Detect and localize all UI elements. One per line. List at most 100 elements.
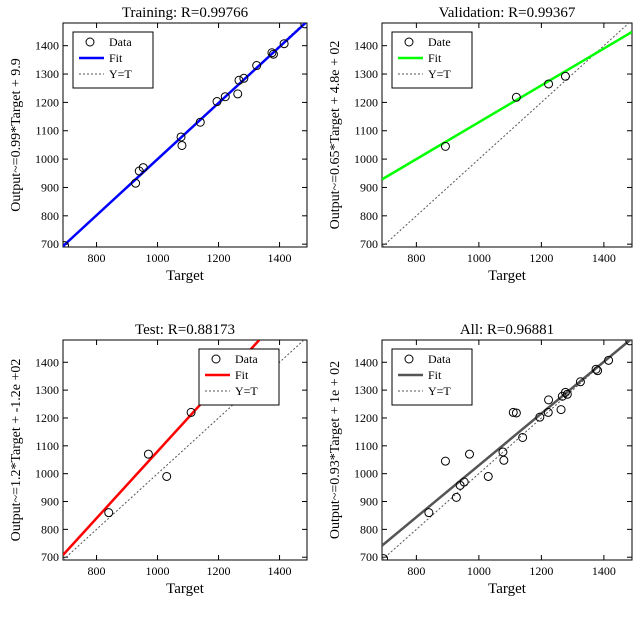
- fit-line: [382, 340, 631, 547]
- x-tick-label: 800: [407, 564, 425, 578]
- legend: Data Fit Y=T: [198, 348, 280, 406]
- chart-title: All: R=0.96881: [460, 322, 554, 338]
- identity-line: [382, 340, 630, 560]
- x-axis-label: Target: [166, 581, 205, 597]
- legend-label-data: Data: [428, 352, 451, 366]
- data-point: [104, 508, 114, 518]
- x-tick-label: 1200: [207, 564, 231, 578]
- data-point: [63, 241, 70, 247]
- y-axis-label: Output~=0.99*Target + 9.9: [9, 58, 24, 212]
- data-point: [465, 449, 474, 459]
- x-tick-label: 1400: [592, 564, 616, 578]
- legend: Data Fit Y=T: [72, 31, 154, 89]
- data-point: [234, 75, 244, 85]
- y-tick-label: 1300: [35, 383, 59, 397]
- x-axis-label: Target: [488, 268, 527, 284]
- chart-title: Validation: R=0.99367: [439, 5, 576, 21]
- chart-panel-1: 800 1000 1200 1400 700 800 900 1000 1100 1200 1300…: [9, 5, 308, 284]
- data-point: [252, 61, 262, 71]
- data-point: [186, 407, 196, 417]
- x-tick-label: 1000: [467, 564, 491, 578]
- data-point: [591, 364, 601, 374]
- data-point: [544, 395, 554, 405]
- legend-label-identity: Y=T: [428, 67, 451, 81]
- data-point: [195, 117, 205, 127]
- data-point: [138, 163, 148, 173]
- y-tick-label: 900: [41, 495, 59, 509]
- data-point: [268, 49, 278, 59]
- y-tick-label: 1100: [354, 439, 378, 453]
- legend-data-marker: [404, 37, 414, 47]
- y-tick-label: 700: [360, 550, 378, 564]
- y-tick-label: 800: [360, 209, 378, 223]
- y-tick-label: 1200: [354, 95, 378, 109]
- y-tick-label: 1300: [354, 383, 378, 397]
- data-point: [212, 97, 222, 107]
- y-tick-label: 1200: [35, 411, 59, 425]
- legend-label-fit: Fit: [428, 368, 442, 382]
- data-point: [451, 492, 461, 502]
- y-axis-label: Output~=0.93*Target + 1e + 02: [328, 361, 343, 539]
- y-tick-label: 900: [360, 180, 378, 194]
- data-point: [556, 405, 566, 415]
- x-tick-label: 1200: [529, 564, 553, 578]
- data-point: [483, 471, 493, 481]
- x-tick-label: 1400: [268, 251, 292, 265]
- x-tick-label: 1400: [268, 564, 292, 578]
- y-tick-label: 1400: [35, 39, 59, 53]
- fit-line: [382, 30, 632, 181]
- y-tick-label: 1200: [354, 411, 378, 425]
- data-point: [511, 408, 521, 418]
- y-axis-label: Output~=1.2*Target + -1.2e +02: [9, 359, 24, 542]
- x-tick-label: 800: [88, 251, 106, 265]
- data-point: [220, 92, 230, 102]
- identity-line: [382, 23, 630, 247]
- x-tick-label: 1000: [146, 564, 170, 578]
- y-tick-label: 1000: [35, 152, 59, 166]
- y-tick-label: 1300: [35, 67, 59, 81]
- legend-label-data: Data: [109, 35, 132, 49]
- legend-label-identity: Y=T: [235, 384, 258, 398]
- plot-contents: [382, 340, 632, 560]
- legend-data-marker: [211, 354, 221, 364]
- data-point: [593, 366, 603, 376]
- y-tick-label: 900: [360, 495, 378, 509]
- x-tick-label: 800: [407, 251, 425, 265]
- data-point: [440, 456, 450, 466]
- x-tick-label: 1000: [146, 251, 170, 265]
- y-tick-label: 900: [41, 180, 59, 194]
- legend-label-data: Data: [235, 352, 258, 366]
- y-tick-label: 1200: [35, 95, 59, 109]
- y-tick-label: 1400: [354, 39, 378, 53]
- data-point: [143, 449, 153, 459]
- y-tick-label: 1000: [35, 467, 59, 481]
- data-point: [424, 508, 434, 518]
- x-tick-label: 1200: [207, 251, 231, 265]
- chart-title: Training: R=0.99766: [122, 5, 249, 21]
- data-point: [625, 340, 632, 346]
- data-point: [508, 407, 518, 417]
- data-point: [575, 377, 585, 387]
- x-tick-label: 1000: [467, 251, 491, 265]
- y-tick-label: 800: [41, 209, 59, 223]
- data-point: [267, 48, 277, 58]
- x-tick-label: 800: [88, 564, 106, 578]
- plot-contents: [382, 23, 632, 247]
- data-point: [300, 23, 307, 29]
- chart-panel-2: 800 1000 1200 1400 700 800 900 1000 1100 1200 1300…: [328, 5, 633, 284]
- x-tick-label: 1400: [592, 251, 616, 265]
- data-point: [511, 92, 521, 102]
- y-tick-label: 1100: [354, 124, 378, 138]
- y-tick-label: 700: [41, 237, 59, 251]
- data-point: [162, 471, 172, 481]
- y-axis-label: Output~=0.65*Target + 4.8e + 02: [328, 41, 343, 230]
- chart-panel-3: 800 1000 1200 1400 700 800 900 1000 1100 1200 1300…: [9, 322, 308, 597]
- data-point: [562, 389, 572, 399]
- data-point: [560, 387, 570, 397]
- chart-title: Test: R=0.88173: [135, 322, 235, 338]
- data-point: [543, 407, 553, 417]
- data-point: [544, 79, 554, 89]
- data-point: [382, 554, 389, 560]
- y-tick-label: 800: [360, 522, 378, 536]
